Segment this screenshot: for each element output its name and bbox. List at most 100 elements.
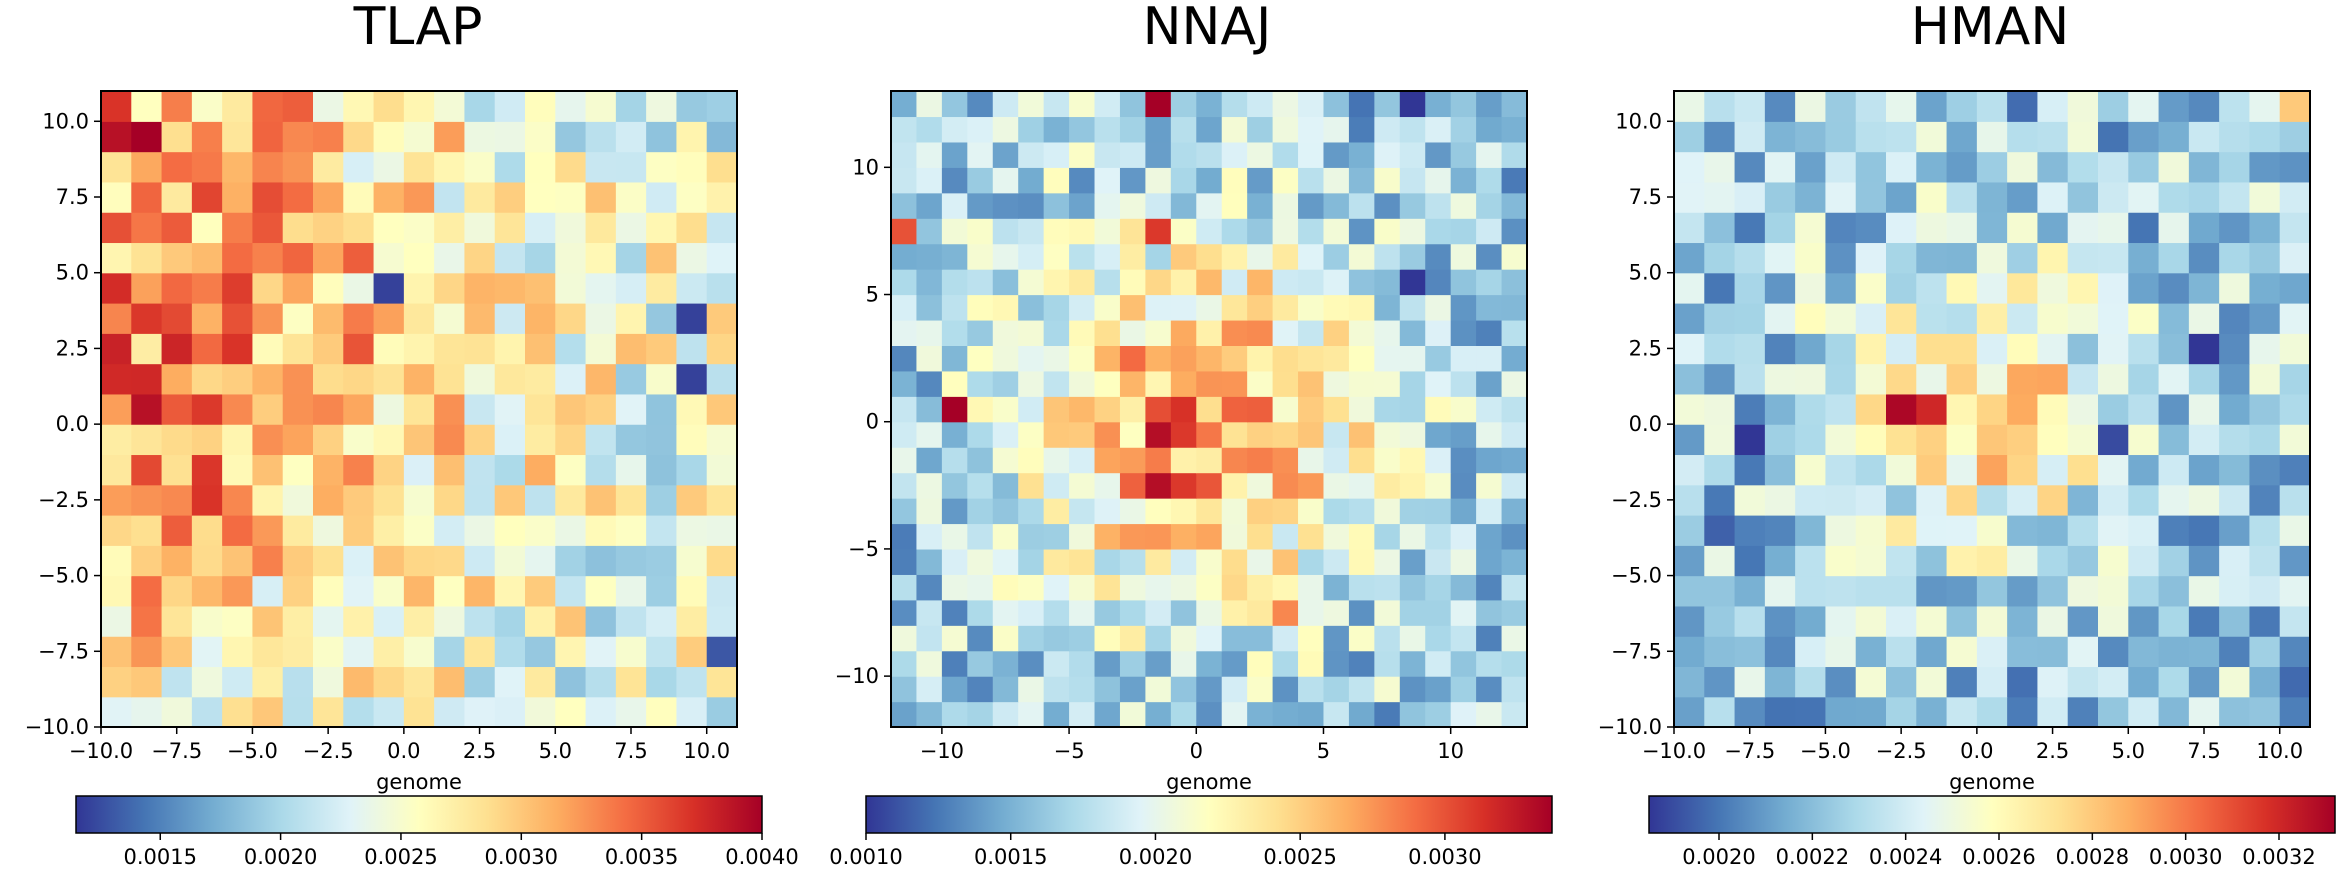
heatmap-cell [1018,243,1045,270]
heatmap-cell [1323,116,1350,143]
heatmap-cell [434,91,466,122]
heatmap-cell [313,484,344,516]
heatmap-cell [2067,666,2099,698]
heatmap-cell [434,151,466,183]
heatmap-cell [1704,484,1736,516]
heatmap-cell [1399,294,1426,321]
heatmap-cell [1946,272,1978,304]
heatmap-cell [2007,242,2039,274]
heatmap-cell [343,91,375,122]
heatmap-cell [1348,472,1375,499]
heatmap-cell [1825,454,1857,486]
heatmap-cell [2128,515,2160,546]
heatmap-cell [1764,242,1796,274]
heatmap-cell [1247,192,1274,219]
heatmap-cell [1764,666,1796,698]
heatmap-cell [1094,421,1121,448]
heatmap-cell [1196,701,1223,728]
colorbar-tick-label: 0.0025 [1263,845,1336,869]
y-tick-label: −7.5 [38,639,89,663]
heatmap-cell [131,363,163,395]
heatmap-cell [615,545,647,577]
heatmap-cell [585,212,617,244]
heatmap-cell [161,272,193,304]
heatmap-cell [131,424,163,456]
heatmap-cell [615,424,647,456]
heatmap-cell [1069,141,1096,168]
heatmap-cell [941,396,968,423]
heatmap-cell [1374,498,1401,525]
heatmap-cell [1018,269,1045,296]
heatmap-cell [403,333,435,365]
heatmap-cell [2219,91,2251,122]
x-tick-label: 7.5 [614,739,647,763]
heatmap-cell [1764,363,1796,395]
heatmap-cell [1221,625,1248,652]
heatmap-cell [2128,393,2160,425]
heatmap-cell [131,181,163,213]
heatmap-cell [494,363,526,395]
heatmap-cell [1094,472,1121,499]
heatmap-cell [1825,484,1857,516]
heatmap-cell [1221,472,1248,499]
heatmap-cell [992,218,1019,245]
heatmap-cell [2128,545,2160,577]
heatmap-cell [555,424,587,456]
heatmap-cell [1501,523,1528,550]
heatmap-cell [615,636,647,668]
heatmap-cell [916,218,943,245]
colorbar-tick-label: 0.0024 [1869,845,1942,869]
heatmap-cell [1425,523,1452,550]
heatmap-cell [1825,696,1857,728]
heatmap-cell [191,545,223,577]
heatmap-cell [525,696,556,728]
x-axis-label: genome [1949,770,2035,794]
heatmap-cell [161,91,193,122]
heatmap-cell [1764,454,1796,486]
heatmap-cell [525,545,556,577]
heatmap-cell [313,151,344,183]
heatmap-cell [1374,421,1401,448]
heatmap-cells [1674,91,2311,728]
heatmap-cell [1348,91,1375,118]
heatmap-cell [1916,575,1948,607]
heatmap-cell [1674,666,1705,698]
heatmap-cell [615,303,647,334]
heatmap-cell [373,666,405,698]
heatmap-cell [992,599,1019,626]
heatmap-cell [1704,151,1736,183]
heatmap-cell [1323,676,1350,703]
heatmap-cell [161,515,193,546]
heatmap-cell [1476,574,1503,601]
heatmap-cell [2158,303,2190,334]
heatmap-cell [222,666,254,698]
heatmap-cell [891,523,918,550]
heatmap-cell [101,181,132,213]
heatmap-cell [1976,181,2008,213]
heatmap-cell [1374,574,1401,601]
heatmap-cell [1704,91,1736,122]
heatmap-cell [1476,625,1503,652]
heatmap-cell [1855,363,1887,395]
heatmap-cell [1069,574,1096,601]
heatmap-cell [494,393,526,425]
heatmap-cell [2188,212,2220,244]
heatmap-cell [1069,319,1096,346]
heatmap-cell [2067,393,2099,425]
heatmap-cell [1704,696,1736,728]
x-tick-label: −2.5 [1876,739,1927,763]
heatmap-cell [222,696,254,728]
heatmap-cell [1795,484,1827,516]
heatmap-cell [525,424,556,456]
heatmap-cell [1374,192,1401,219]
heatmap-cell [1795,91,1827,122]
colorbar-tick-label: 0.0010 [829,845,902,869]
heatmap-cell [615,484,647,516]
heatmap-cell [2219,515,2251,546]
heatmap-cell [1764,484,1796,516]
heatmap-cell [222,545,254,577]
heatmap-cell [1764,636,1796,668]
heatmap-cell [131,212,163,244]
heatmap-cell [1399,548,1426,575]
heatmap-cell [1886,212,1917,244]
